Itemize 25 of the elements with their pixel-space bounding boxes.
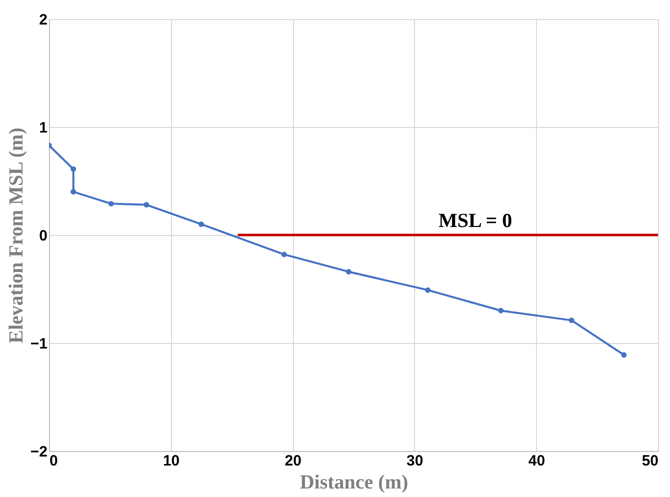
y-tick-label: 2	[39, 12, 48, 28]
point	[281, 252, 287, 258]
x-tick-label: 50	[642, 452, 658, 470]
y-tick-label: −2	[30, 444, 48, 460]
point	[425, 287, 431, 293]
y-tick-label: 0	[39, 228, 48, 244]
x-tick-label: 20	[284, 452, 302, 470]
point	[70, 189, 76, 195]
y-tick-label: −1	[30, 336, 48, 352]
y-axis-title: Elevation From MSL (m)	[5, 128, 28, 344]
point	[498, 308, 504, 314]
y-tick-label: 1	[39, 120, 48, 136]
point	[198, 221, 204, 227]
x-axis-title: Distance (m)	[300, 472, 408, 494]
point	[568, 318, 574, 324]
annotation: MSL = 0	[438, 210, 512, 232]
x-tick-label: 0	[50, 452, 58, 470]
x-tick-label: 30	[406, 452, 424, 470]
x-tick-label: 10	[162, 452, 180, 470]
point	[346, 268, 352, 274]
point	[108, 200, 114, 206]
point	[621, 352, 627, 358]
point	[144, 202, 150, 208]
point	[70, 166, 76, 172]
x-tick-label: 40	[528, 452, 546, 470]
